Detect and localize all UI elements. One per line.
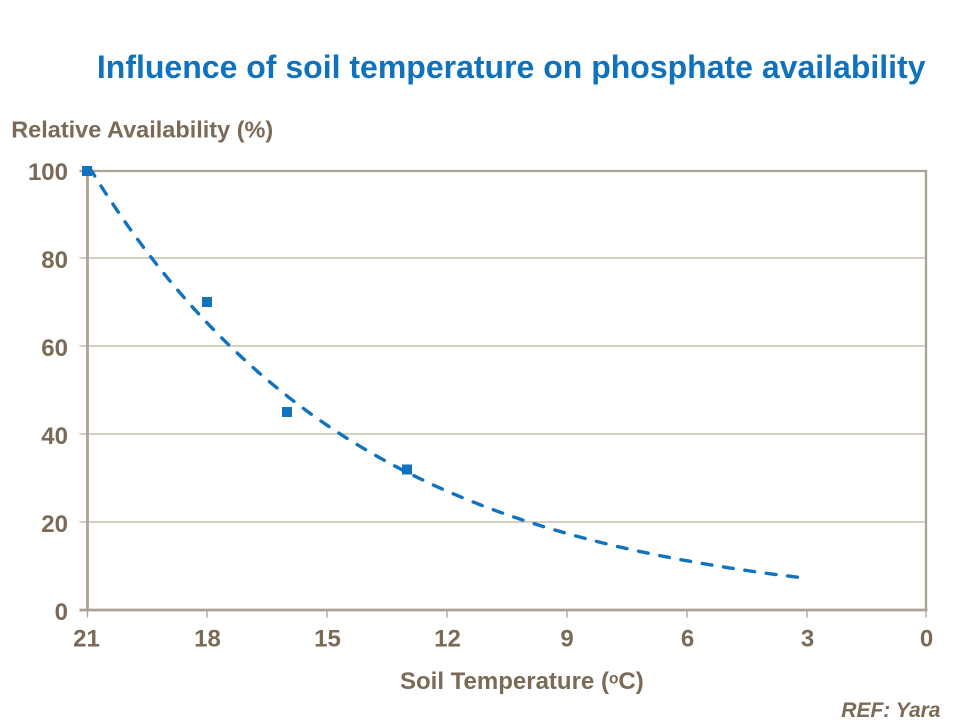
svg-text:0: 0: [55, 599, 68, 626]
svg-text:9: 9: [560, 625, 573, 652]
svg-text:Relative Availability (%): Relative Availability (%): [11, 117, 273, 143]
svg-text:12: 12: [434, 625, 461, 652]
svg-text:40: 40: [41, 423, 68, 450]
svg-text:60: 60: [41, 335, 68, 362]
svg-text:18: 18: [194, 625, 221, 652]
svg-text:21: 21: [73, 625, 100, 652]
svg-text:100: 100: [28, 159, 68, 186]
svg-text:6: 6: [681, 625, 694, 652]
svg-text:15: 15: [314, 625, 341, 652]
svg-text:3: 3: [801, 625, 814, 652]
svg-text:20: 20: [41, 511, 68, 538]
svg-text:Influence of soil temperature: Influence of soil temperature on phospha…: [97, 49, 926, 85]
svg-text:80: 80: [41, 247, 68, 274]
svg-text:Soil Temperature (oC): Soil Temperature (oC): [400, 668, 644, 695]
svg-text:0: 0: [920, 625, 933, 652]
svg-text:REF: Yara: REF: Yara: [841, 699, 941, 720]
